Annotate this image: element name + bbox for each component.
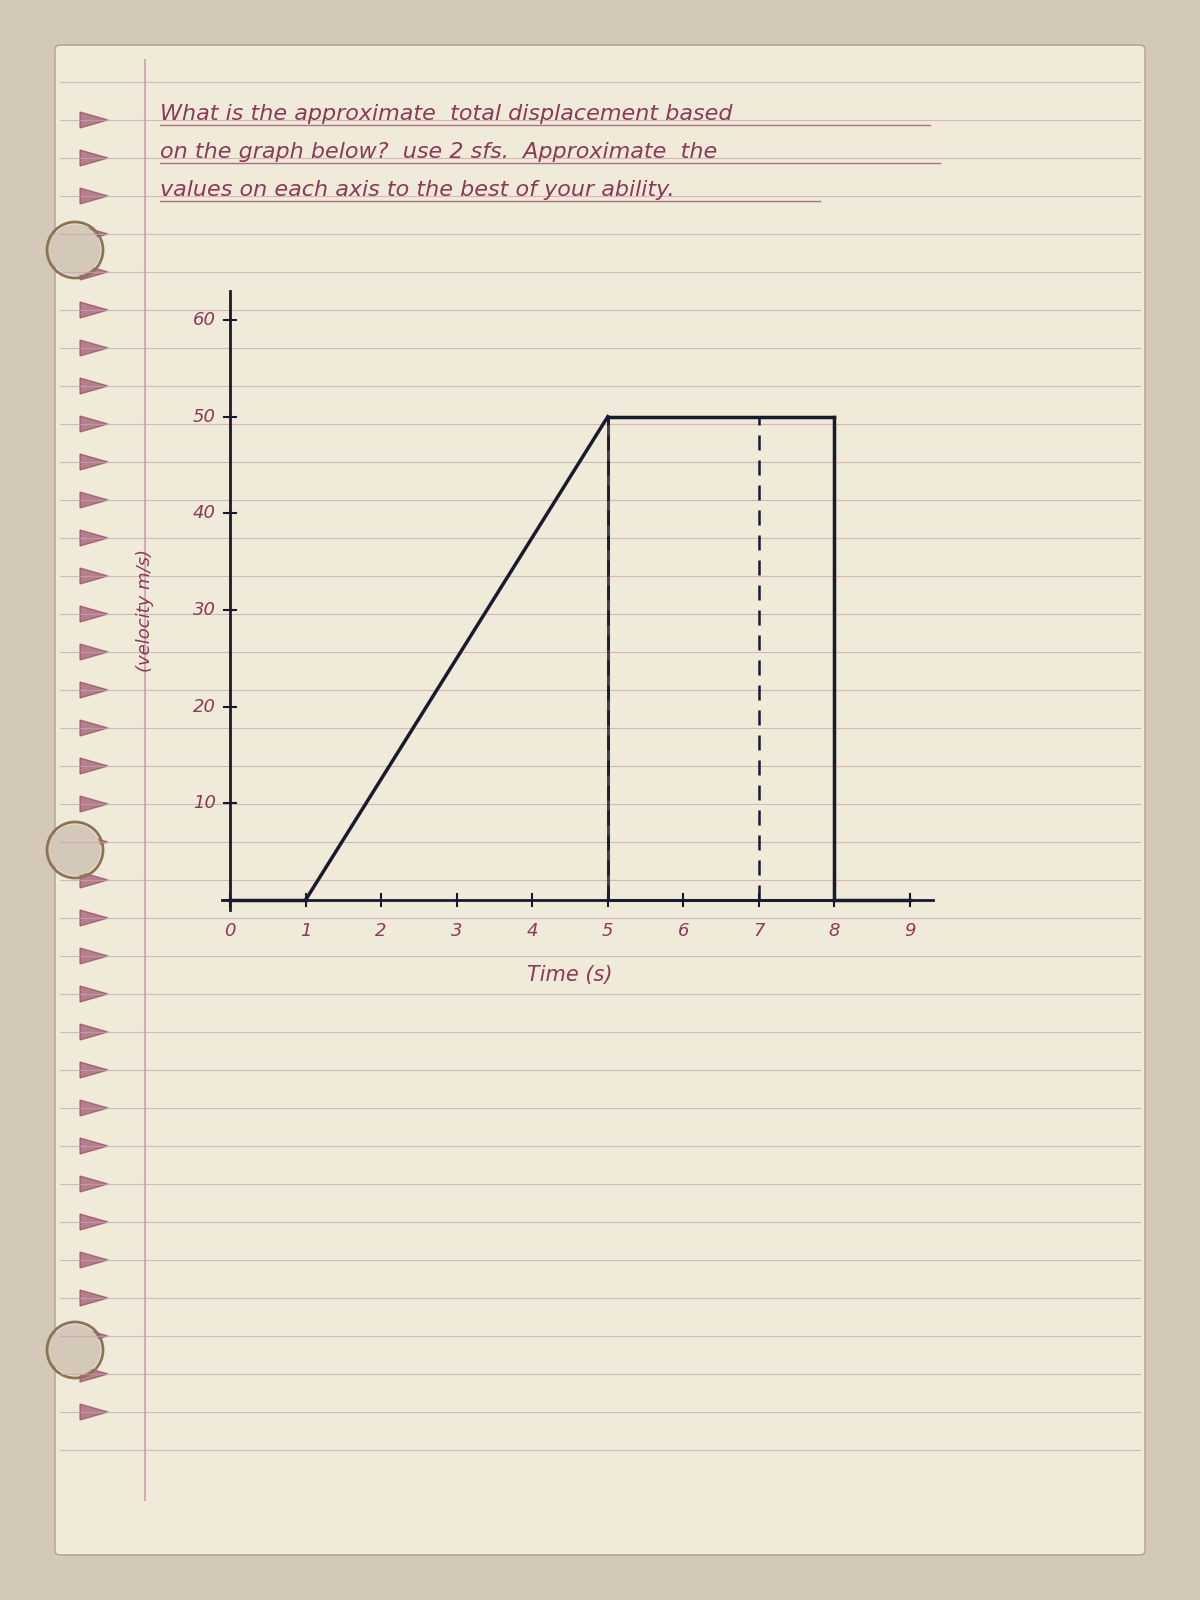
Circle shape — [50, 826, 100, 875]
Circle shape — [50, 226, 100, 275]
Polygon shape — [80, 795, 108, 813]
Text: 5: 5 — [602, 922, 613, 939]
Text: 7: 7 — [754, 922, 764, 939]
Text: values on each axis to the best of your ability.: values on each axis to the best of your … — [160, 179, 674, 200]
Text: 0: 0 — [224, 922, 235, 939]
Text: 4: 4 — [527, 922, 538, 939]
Polygon shape — [80, 1062, 108, 1078]
Polygon shape — [80, 568, 108, 584]
Polygon shape — [80, 1214, 108, 1230]
Text: 9: 9 — [905, 922, 916, 939]
Polygon shape — [80, 1405, 108, 1421]
Polygon shape — [80, 302, 108, 318]
Polygon shape — [80, 378, 108, 394]
Polygon shape — [80, 1328, 108, 1344]
Polygon shape — [80, 226, 108, 242]
Polygon shape — [80, 834, 108, 850]
Polygon shape — [80, 643, 108, 659]
Polygon shape — [80, 910, 108, 926]
Polygon shape — [80, 264, 108, 280]
Polygon shape — [80, 1366, 108, 1382]
Text: 30: 30 — [193, 602, 216, 619]
Text: 20: 20 — [193, 698, 216, 715]
Polygon shape — [80, 112, 108, 128]
Polygon shape — [80, 947, 108, 963]
Polygon shape — [80, 758, 108, 774]
Polygon shape — [80, 872, 108, 888]
Polygon shape — [80, 1138, 108, 1154]
Polygon shape — [80, 150, 108, 166]
Polygon shape — [80, 493, 108, 509]
Text: 8: 8 — [829, 922, 840, 939]
Polygon shape — [80, 720, 108, 736]
Text: Time (s): Time (s) — [527, 965, 613, 986]
Text: 6: 6 — [678, 922, 689, 939]
Text: 50: 50 — [193, 408, 216, 426]
Text: 40: 40 — [193, 504, 216, 522]
FancyBboxPatch shape — [55, 45, 1145, 1555]
Circle shape — [50, 1325, 100, 1374]
Polygon shape — [80, 530, 108, 546]
Text: 60: 60 — [193, 310, 216, 330]
Polygon shape — [80, 1251, 108, 1267]
Text: (velocity m/s): (velocity m/s) — [136, 549, 154, 672]
Polygon shape — [80, 1176, 108, 1192]
Polygon shape — [80, 606, 108, 622]
Text: 2: 2 — [376, 922, 386, 939]
Text: on the graph below?  use 2 sfs.  Approximate  the: on the graph below? use 2 sfs. Approxima… — [160, 142, 718, 162]
Text: What is the approximate  total displacement based: What is the approximate total displaceme… — [160, 104, 732, 125]
Text: 10: 10 — [193, 794, 216, 813]
Polygon shape — [80, 1101, 108, 1117]
Polygon shape — [80, 416, 108, 432]
Polygon shape — [80, 1024, 108, 1040]
Polygon shape — [80, 187, 108, 203]
Polygon shape — [80, 341, 108, 357]
Polygon shape — [80, 986, 108, 1002]
Text: 1: 1 — [300, 922, 311, 939]
Polygon shape — [80, 1290, 108, 1306]
Polygon shape — [80, 682, 108, 698]
Text: 3: 3 — [451, 922, 462, 939]
Polygon shape — [80, 454, 108, 470]
